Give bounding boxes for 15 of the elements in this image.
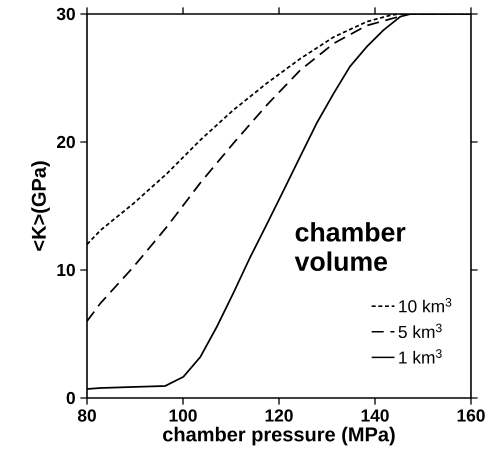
- x-tick-label: 100: [170, 409, 197, 422]
- legend-label: 10 km$^{3}$: [399, 298, 452, 312]
- x-tick-label: 120: [266, 409, 293, 422]
- y-tick-label: 0: [66, 392, 75, 404]
- y-tick-label: 10: [57, 264, 75, 276]
- x-tick-label: 80: [78, 409, 96, 422]
- x-tick-label: 160: [458, 409, 485, 422]
- y-axis-title: <K>(GPa): [31, 161, 50, 251]
- y-tick-label: 30: [56, 8, 75, 20]
- legend-title: chamber volume: [294, 222, 406, 271]
- legend-label: 1 km$^{3}$: [399, 349, 442, 364]
- legend-label: 5 km$^{3}$: [398, 324, 442, 338]
- x-tick-label: 140: [362, 409, 389, 422]
- x-axis-title: chamber pressure (MPa): [163, 426, 395, 446]
- y-tick-label: 20: [56, 136, 75, 148]
